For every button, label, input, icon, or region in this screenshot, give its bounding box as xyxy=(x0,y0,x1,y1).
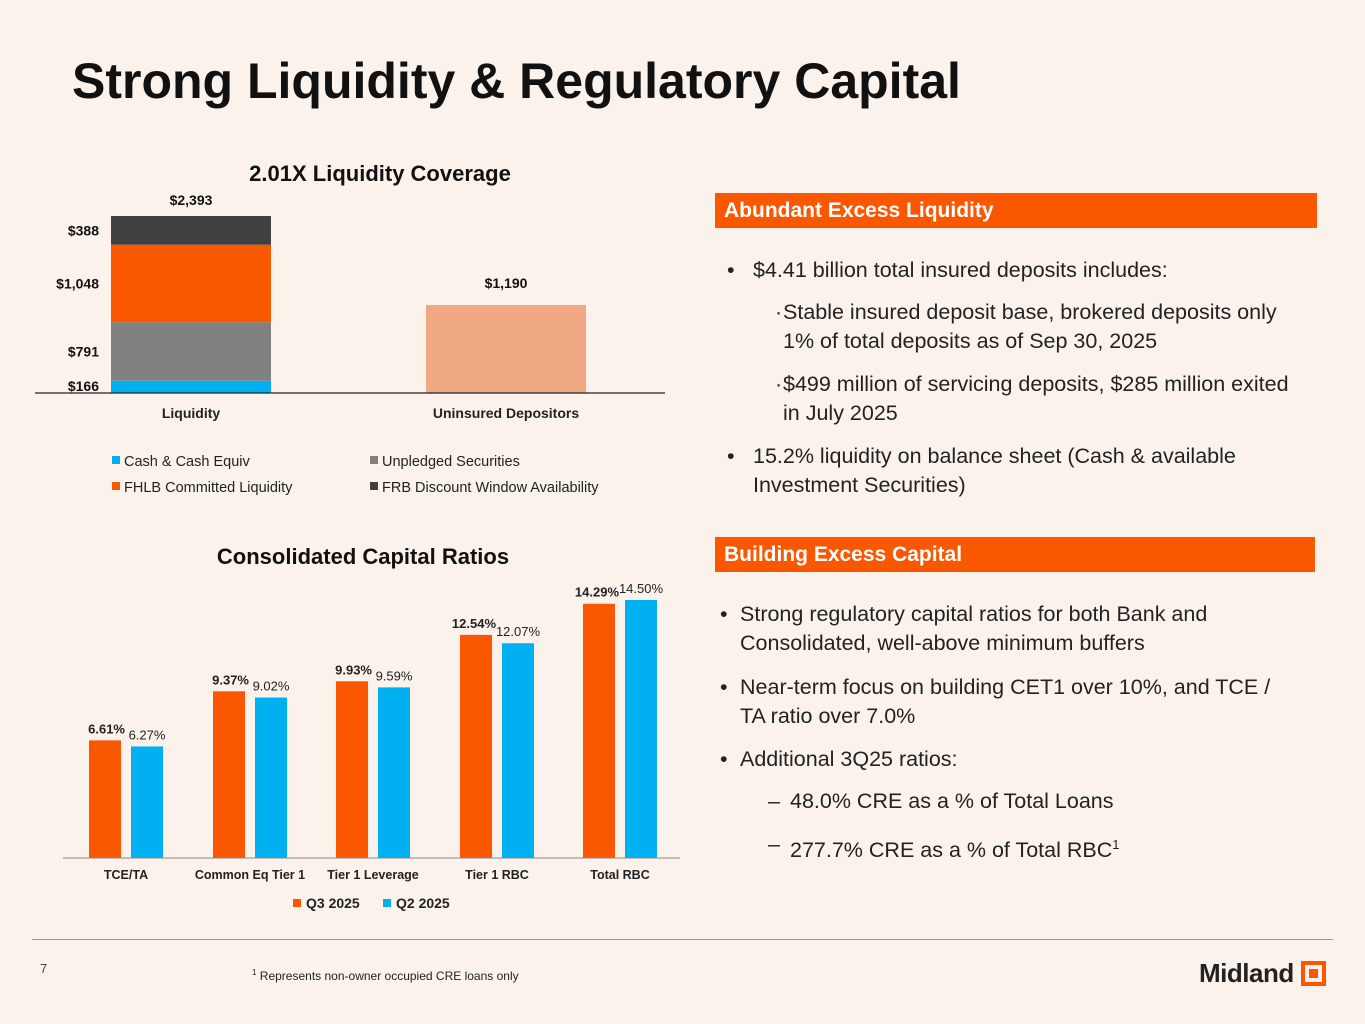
bar xyxy=(255,697,287,858)
footer-divider xyxy=(32,939,1333,940)
legend-label: FHLB Committed Liquidity xyxy=(124,480,293,496)
data-label: 14.29% xyxy=(575,585,620,600)
bullet-text-content: Stable insured deposit base, brokered de… xyxy=(783,300,1277,353)
data-label: $166 xyxy=(68,378,99,394)
data-label: 6.27% xyxy=(129,727,166,742)
data-label: $1,048 xyxy=(56,275,99,291)
bullet-text-content: $499 million of servicing deposits, $285… xyxy=(783,372,1289,425)
category-label: Tier 1 Leverage xyxy=(327,868,419,882)
bullet-text: Strong regulatory capital ratios for bot… xyxy=(740,600,1280,658)
bar-segment xyxy=(111,244,271,323)
bar-segment xyxy=(111,216,271,245)
bar xyxy=(460,634,492,858)
chart-title: 2.01X Liquidity Coverage xyxy=(249,161,511,186)
category-label: Liquidity xyxy=(162,405,221,421)
bullet-text-content: Near-term focus on building CET1 over 10… xyxy=(740,675,1271,728)
total-label: $2,393 xyxy=(170,192,213,208)
category-label: TCE/TA xyxy=(104,868,148,882)
liquidity-coverage-chart: 2.01X Liquidity Coverage $166 $791 $1,048 $3… xyxy=(35,161,665,496)
category-label: Total RBC xyxy=(590,868,650,882)
bullet-text: 277.7% CRE as a % of Total RBC1 xyxy=(790,830,1268,865)
bar xyxy=(336,681,368,858)
data-label: 9.93% xyxy=(335,662,372,677)
bullet-marker: • xyxy=(720,747,728,771)
bullet-text: Near-term focus on building CET1 over 10… xyxy=(740,673,1280,731)
data-label: 9.59% xyxy=(376,668,413,683)
capital-section-header: Building Excess Capital xyxy=(715,537,1315,572)
bar xyxy=(213,691,245,858)
bullet-marker: – xyxy=(768,789,780,813)
capital-ratios-chart: Consolidated Capital Ratios 6.61% 6.27% TCE… xyxy=(63,544,680,911)
legend-swatch xyxy=(112,456,120,464)
bullet-text-content: $4.41 billion total insured deposits inc… xyxy=(753,258,1168,282)
data-label: 6.61% xyxy=(88,721,125,736)
data-label: 14.50% xyxy=(619,581,664,596)
bar xyxy=(583,603,615,858)
bullet-marker: • xyxy=(720,602,728,626)
data-label: $388 xyxy=(68,222,99,238)
bullet-text-content: Additional 3Q25 ratios: xyxy=(740,747,958,771)
bullet-marker: – xyxy=(768,832,780,856)
bullet-text-content: 48.0% CRE as a % of Total Loans xyxy=(790,789,1114,813)
bullet-text-content: 15.2% liquidity on balance sheet (Cash &… xyxy=(753,444,1236,497)
category-label: Tier 1 RBC xyxy=(465,868,529,882)
bar xyxy=(502,643,534,858)
bar-segment xyxy=(111,380,271,393)
logo-square-icon xyxy=(1300,961,1326,986)
data-label: $791 xyxy=(68,343,99,359)
bullet-text: $499 million of servicing deposits, $285… xyxy=(783,370,1295,428)
bullet-text: 48.0% CRE as a % of Total Loans xyxy=(790,787,1268,816)
bullet-marker: • xyxy=(727,258,735,282)
bullet-marker: · xyxy=(775,300,783,324)
midland-logo: Midland xyxy=(1199,958,1326,989)
category-label: Common Eq Tier 1 xyxy=(195,868,305,882)
bar xyxy=(625,600,657,858)
footnote-text: Represents non-owner occupied CRE loans … xyxy=(259,969,519,983)
legend-swatch xyxy=(112,482,120,490)
bullet-text-content: Strong regulatory capital ratios for bot… xyxy=(740,602,1208,655)
bullet-text: 15.2% liquidity on balance sheet (Cash &… xyxy=(753,442,1287,500)
bar xyxy=(131,746,163,858)
page-number: 7 xyxy=(40,961,48,976)
legend-label: Q3 2025 xyxy=(306,895,360,911)
data-label: 12.54% xyxy=(452,616,497,631)
bar-segment xyxy=(111,322,271,381)
data-label: 9.02% xyxy=(253,679,290,694)
bar xyxy=(378,687,410,858)
legend-label: FRB Discount Window Availability xyxy=(382,480,599,496)
bullet-marker: • xyxy=(727,444,735,468)
superscript: 1 xyxy=(1112,837,1120,852)
logo-text: Midland xyxy=(1199,958,1294,988)
liquidity-section-header: Abundant Excess Liquidity xyxy=(715,193,1317,228)
footnote-mark: 1 xyxy=(252,968,257,977)
legend-label: Cash & Cash Equiv xyxy=(124,454,250,470)
bullet-text-content: 277.7% CRE as a % of Total RBC xyxy=(790,838,1113,863)
bullet-marker: · xyxy=(775,372,783,396)
legend-swatch xyxy=(383,899,391,907)
legend-swatch xyxy=(293,899,301,907)
legend-swatch xyxy=(370,456,378,464)
bar xyxy=(89,740,121,858)
bullet-text: $4.41 billion total insured deposits inc… xyxy=(753,256,1287,285)
bullet-marker: • xyxy=(720,675,728,699)
bar-segment xyxy=(426,304,586,393)
data-label: $1,190 xyxy=(485,275,528,291)
bullet-text: Additional 3Q25 ratios: xyxy=(740,745,1280,774)
bullet-text: Stable insured deposit base, brokered de… xyxy=(783,298,1295,356)
category-label: Uninsured Depositors xyxy=(433,405,579,421)
chart-title: Consolidated Capital Ratios xyxy=(217,544,509,569)
legend-label: Unpledged Securities xyxy=(382,454,520,470)
data-label: 9.37% xyxy=(212,672,249,687)
footnote: 1 Represents non-owner occupied CRE loan… xyxy=(252,968,519,983)
legend-swatch xyxy=(370,482,378,490)
legend-label: Q2 2025 xyxy=(396,895,450,911)
data-label: 12.07% xyxy=(496,624,541,639)
page-title: Strong Liquidity & Regulatory Capital xyxy=(72,53,961,109)
